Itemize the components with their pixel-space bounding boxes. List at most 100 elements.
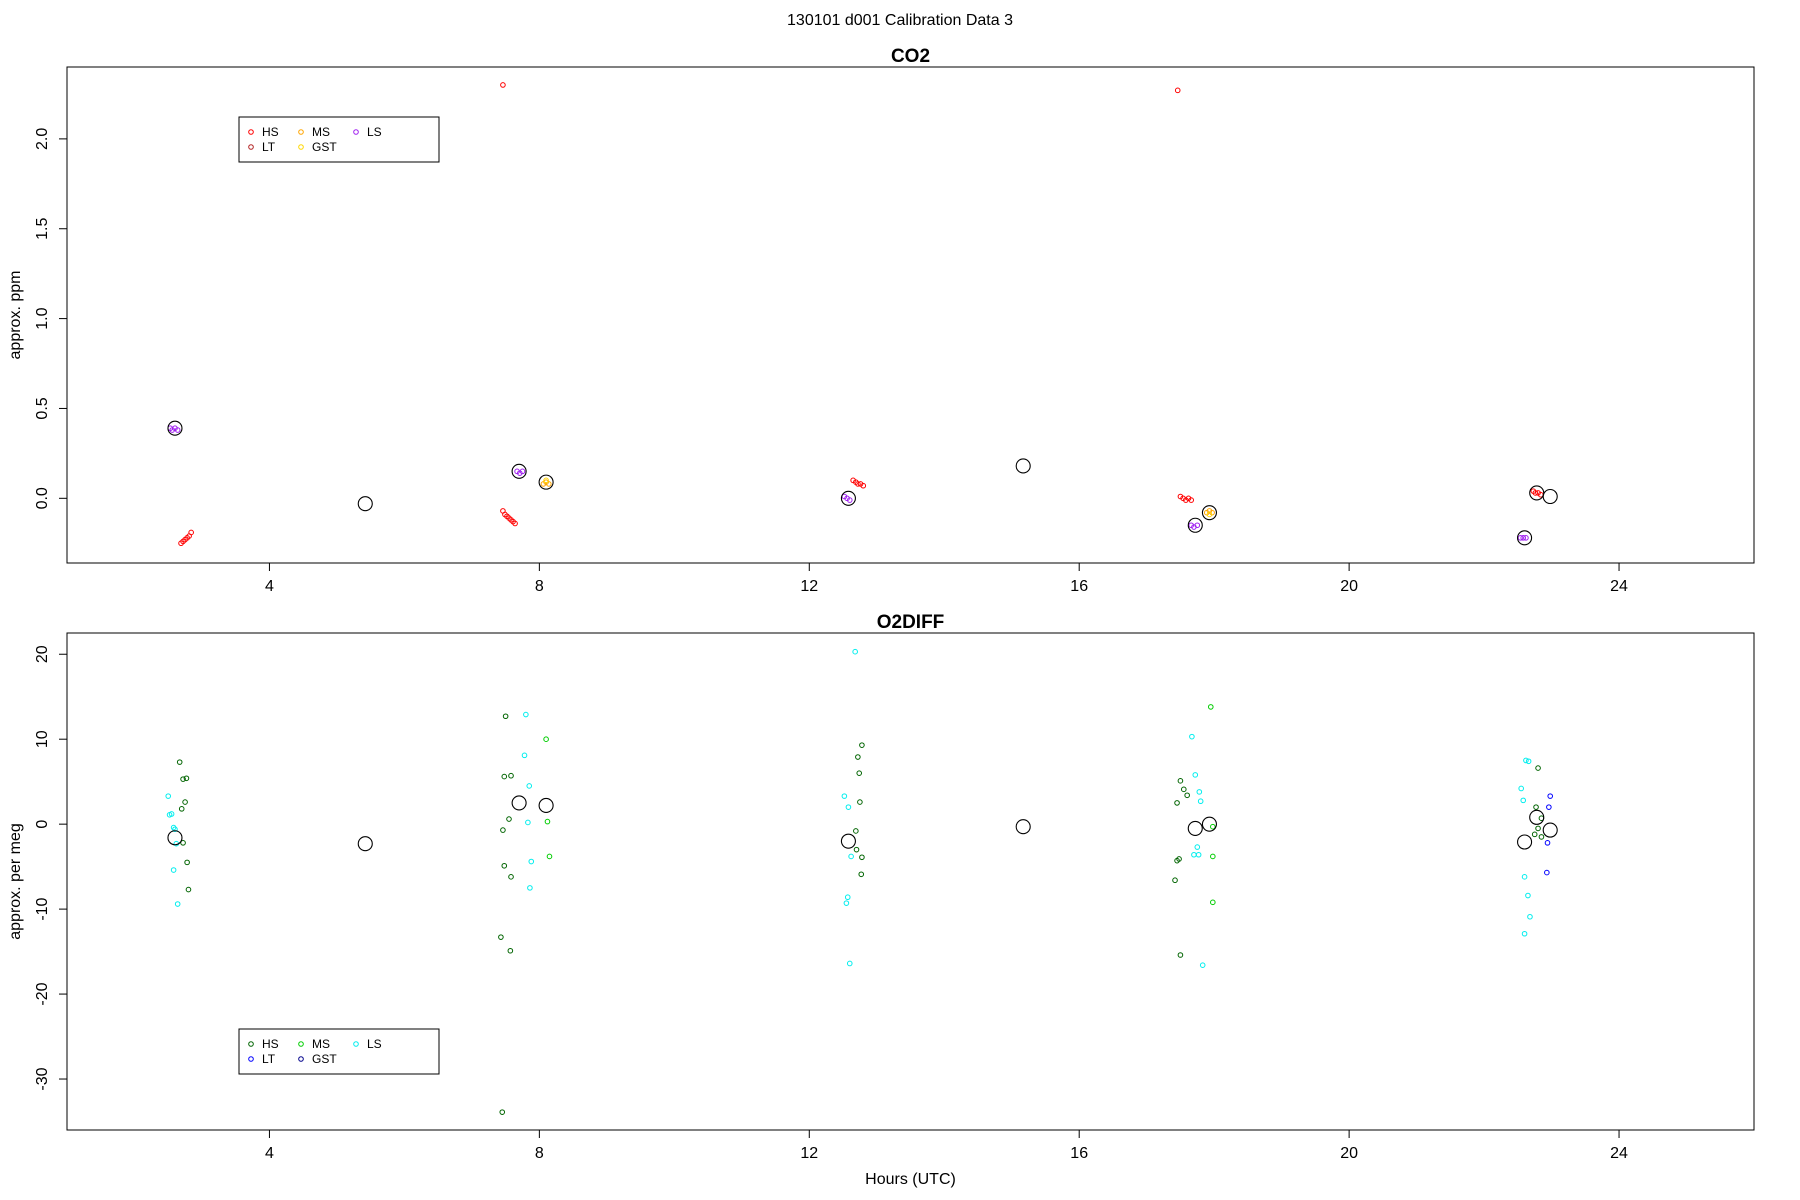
x-tick-label: 8 (535, 578, 544, 595)
page-title: 130101 d001 Calibration Data 3 (787, 12, 1013, 29)
data-point-hs (1177, 952, 1184, 958)
data-point-ls (1520, 535, 1527, 541)
x-tick-label: 20 (1340, 1145, 1358, 1162)
x-tick-label: 12 (800, 1145, 818, 1162)
data-point-hs (506, 816, 512, 822)
data-point-lt (1547, 793, 1554, 799)
panel-title: O2DIFF (877, 612, 945, 633)
y-axis-label: approx. ppm (7, 271, 24, 360)
x-tick-label: 24 (1610, 1145, 1628, 1162)
data-point-ms (543, 736, 549, 742)
data-point-ls (172, 826, 178, 833)
data-point-hs (1172, 877, 1178, 884)
data-point-ls (1525, 758, 1532, 765)
mean-marker (538, 474, 554, 490)
data-point-hs (499, 1109, 506, 1115)
mean-marker (840, 490, 856, 506)
legend-marker-hs (248, 1041, 254, 1047)
data-point-hs (500, 827, 506, 833)
data-point-hs (183, 775, 190, 782)
data-point-ls (1194, 844, 1201, 850)
y-tick-label: -10 (34, 897, 51, 920)
legend-marker-hs (248, 129, 254, 135)
data-point-ls (1525, 892, 1531, 899)
mean-marker (357, 836, 373, 852)
data-point-lt (1544, 840, 1551, 846)
mean-marker (511, 795, 527, 811)
data-point-hs (184, 859, 190, 866)
legend-label-ms: MS (312, 125, 330, 139)
data-point-hs (1531, 831, 1538, 838)
data-point-ls (1195, 851, 1202, 858)
data-point-hs (855, 481, 861, 487)
y-tick-label: 10 (34, 730, 51, 748)
co2-panel: CO2 4 8 12 16 20 24 0.0 0.5 1.0 1.5 2.0 approx. ppm H… (7, 46, 1755, 595)
data-point-hs (185, 886, 192, 893)
data-point-ls (1189, 733, 1195, 740)
data-point-hs (502, 713, 509, 720)
data-point-hs (1188, 497, 1195, 503)
data-point-ls (1517, 535, 1524, 541)
y-tick-label: 2.0 (34, 128, 51, 150)
x-tick-label: 16 (1070, 1145, 1088, 1162)
legend-marker-ls (353, 129, 359, 135)
legend-label-lt: LT (262, 140, 276, 154)
plot-frame (66, 66, 1755, 564)
y-tick-label: 20 (34, 645, 51, 663)
data-point-ls (168, 811, 175, 817)
data-point-ms (1210, 899, 1216, 906)
legend-marker-ls (353, 1041, 359, 1047)
data-point-ls (174, 901, 181, 907)
x-tick-label: 4 (265, 1145, 274, 1162)
legend-label-ms: MS (312, 1037, 330, 1051)
data-point-hs (1535, 825, 1541, 832)
data-point-hs (853, 828, 859, 834)
data-point-hs (498, 934, 504, 940)
data-point-hs (1532, 490, 1539, 496)
data-point-ls (523, 711, 529, 718)
data-point-lt (1544, 869, 1550, 876)
data-point-ls (174, 427, 181, 433)
mean-marker (1201, 505, 1217, 521)
data-point-hs (1174, 800, 1180, 806)
data-point-ms (546, 481, 552, 487)
data-point-ls (841, 793, 848, 799)
data-point-ls (527, 885, 533, 891)
plot-frame (66, 632, 1755, 1131)
data-point-hs (859, 854, 865, 861)
legend-label-gst: GST (312, 1052, 337, 1066)
mean-marker (1015, 819, 1031, 835)
y-tick-label: 0 (34, 820, 51, 829)
mean-marker (511, 463, 527, 479)
data-point-hs (512, 520, 518, 527)
legend-label-hs: HS (262, 1037, 279, 1051)
data-point-ls (1518, 785, 1524, 792)
data-point-ls (844, 894, 851, 901)
data-point-ls (1521, 930, 1528, 937)
y-tick-label: -30 (34, 1067, 51, 1090)
data-point-hs (1184, 792, 1190, 799)
data-point-hs (858, 871, 865, 878)
data-point-ls (1192, 772, 1199, 778)
data-point-hs (1180, 786, 1187, 793)
data-point-ls (1523, 757, 1529, 764)
y-tick-label: 1.5 (34, 218, 51, 240)
data-point-ls (845, 804, 852, 810)
legend-marker-gst (298, 144, 304, 150)
data-point-hs (860, 482, 867, 489)
data-point-hs (508, 874, 514, 880)
legend-label-ls: LS (367, 1037, 382, 1051)
data-point-ms (1210, 853, 1216, 860)
data-point-ls (846, 960, 853, 967)
data-point-hs (182, 799, 188, 805)
data-point-hs (507, 947, 514, 954)
y-tick-label: 1.0 (34, 307, 51, 329)
data-point-ls (528, 858, 535, 865)
y-axis-label: approx. per meg (7, 823, 24, 940)
data-point-ls (852, 648, 858, 655)
data-point-ls (846, 497, 853, 503)
data-point-ls (1520, 797, 1527, 804)
mean-marker (1542, 488, 1558, 505)
data-point-ls (1191, 851, 1197, 858)
data-point-hs (1535, 765, 1541, 771)
